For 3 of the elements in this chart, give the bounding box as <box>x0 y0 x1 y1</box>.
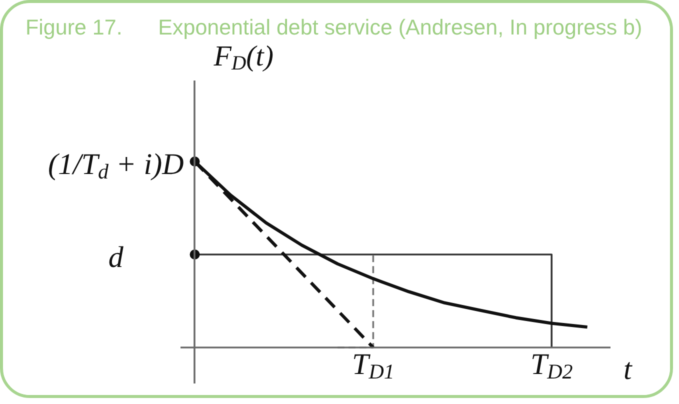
x-axis-title: t <box>624 353 632 386</box>
text: d <box>108 241 124 274</box>
chart-title: Figure 17. Exponential debt service (Andresen, In progress b) <box>26 16 642 40</box>
